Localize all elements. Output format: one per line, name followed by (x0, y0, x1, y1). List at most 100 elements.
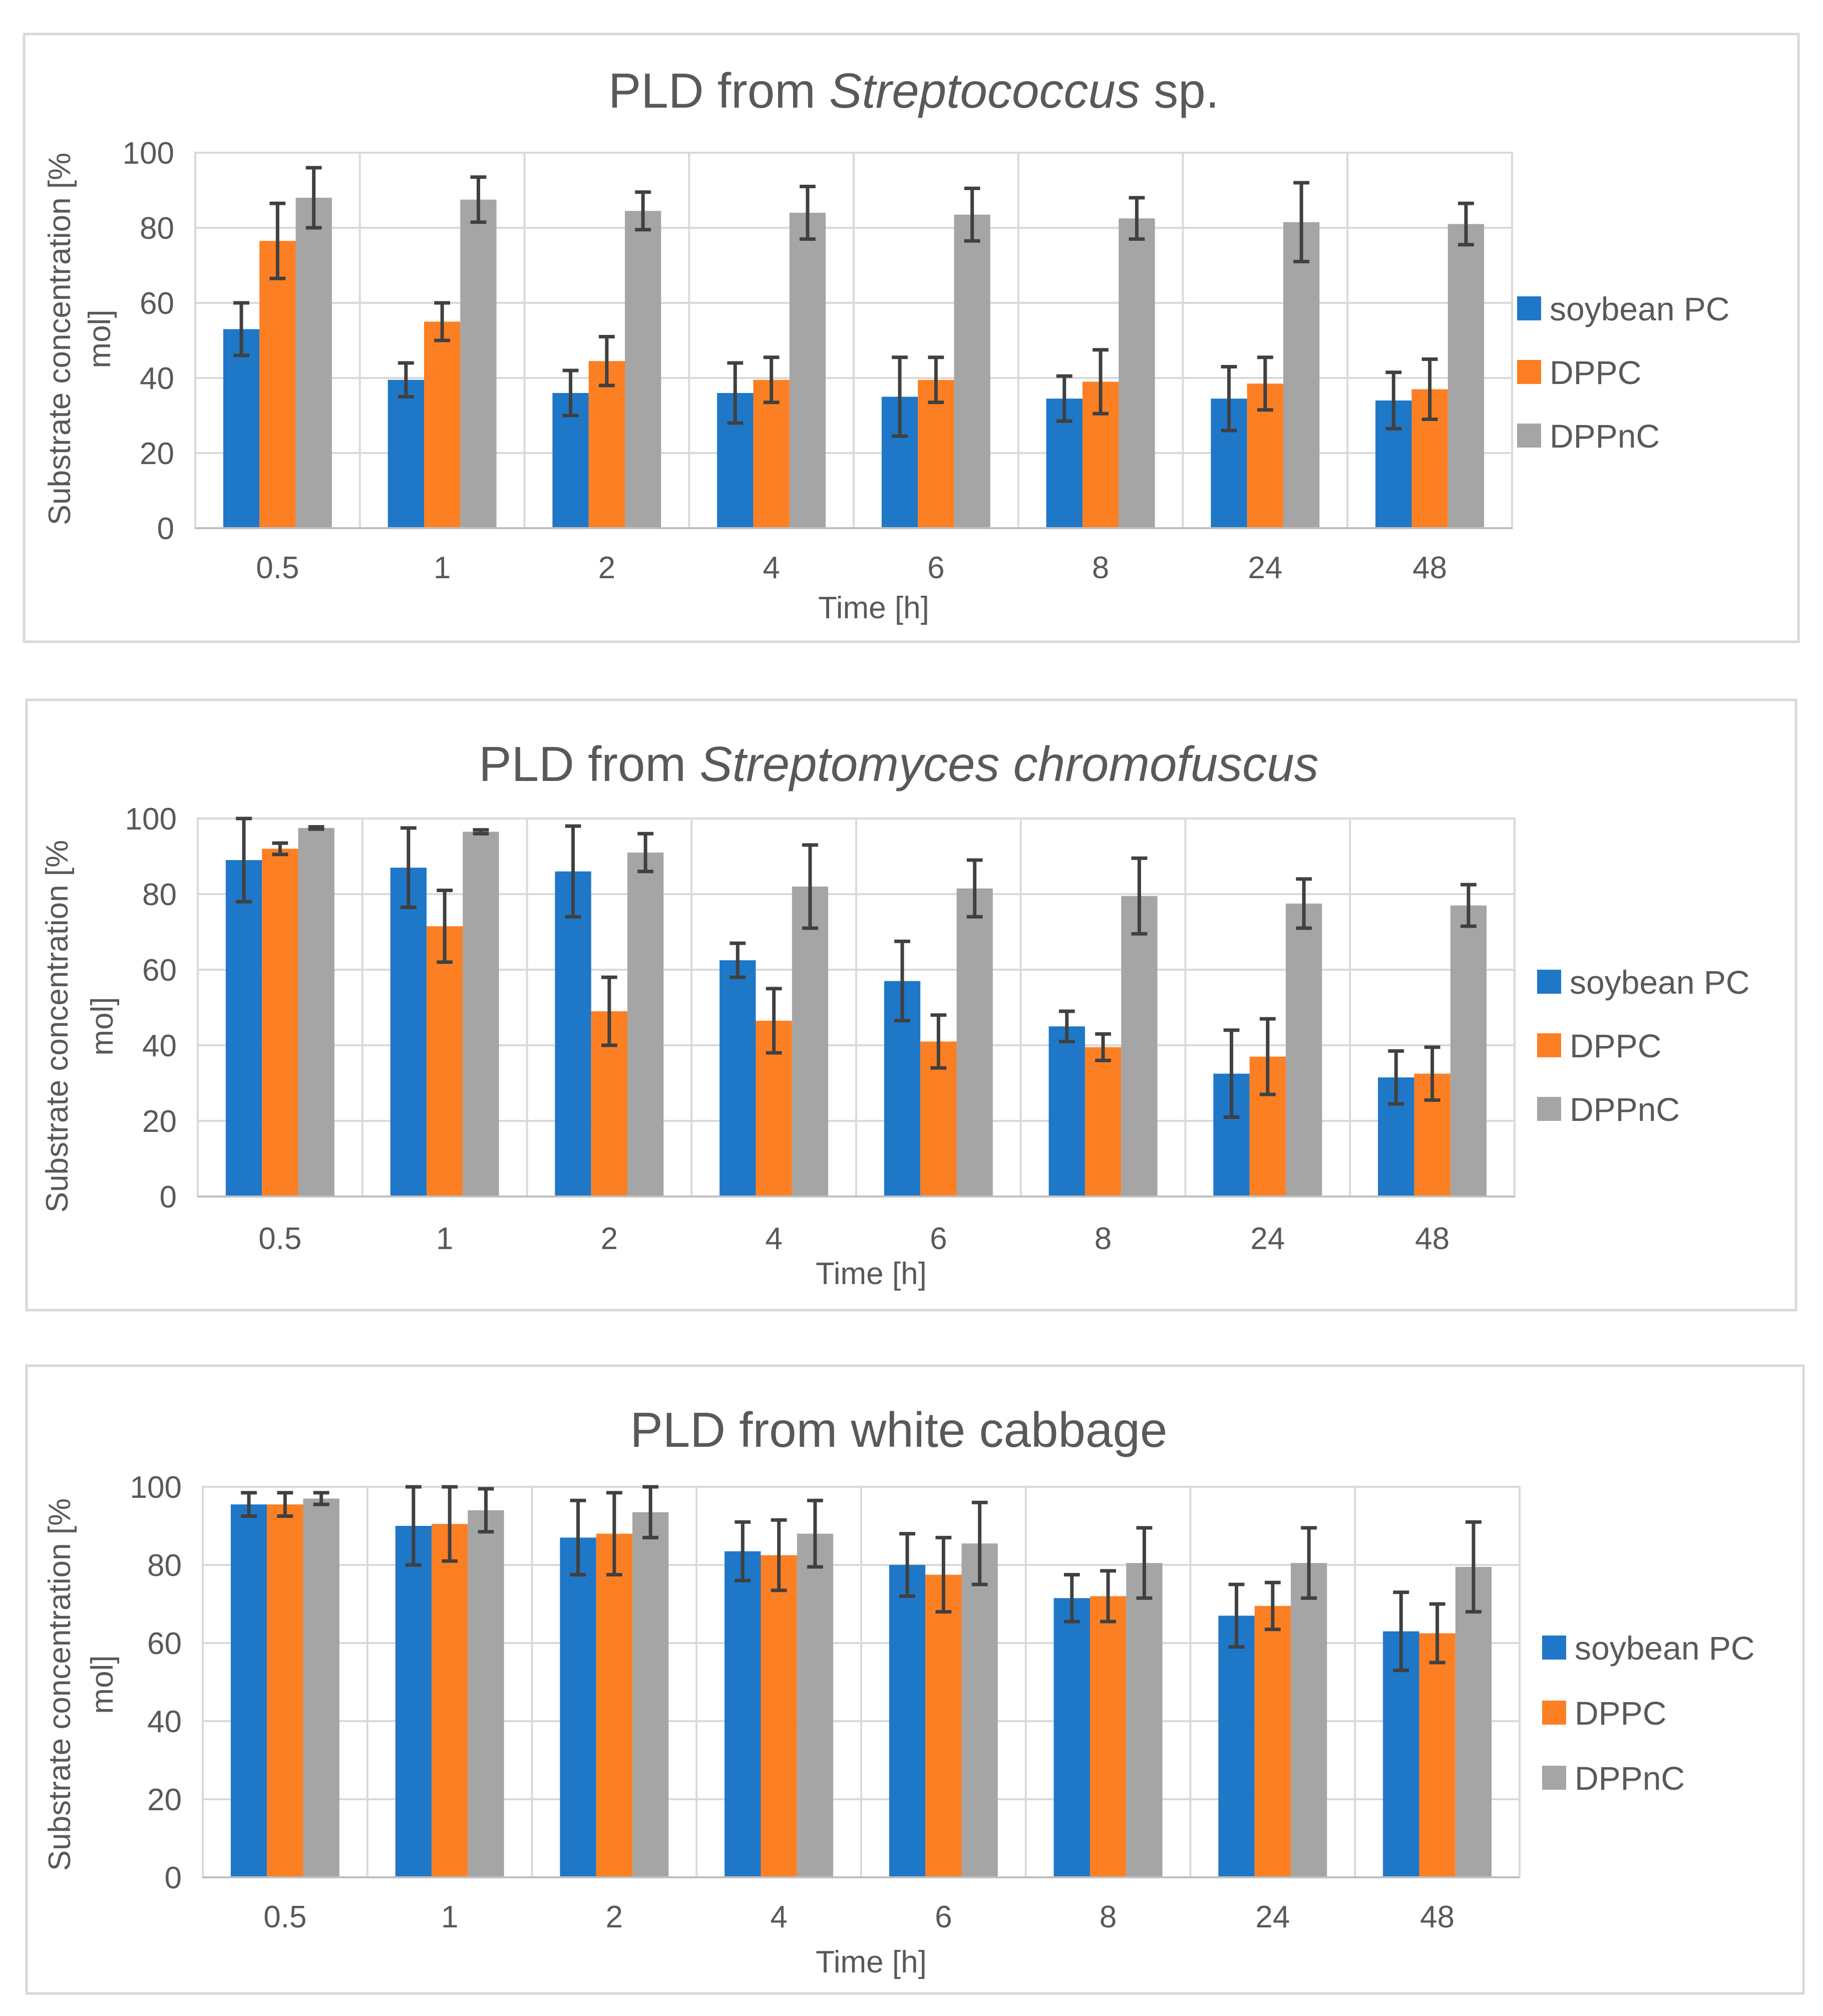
chart-1-svg: PLD from Streptococcus sp. 0 20 40 60 80 100 0.… (23, 33, 1800, 643)
chart-2-bar-dppnc-1 (463, 832, 499, 1196)
chart-3-error-bar-dppnc-0.5 (313, 1491, 329, 1506)
chart-2-error-bar-soybean-pc-24 (1223, 1028, 1240, 1119)
chart-1-xtick-label: 0.5 (256, 551, 299, 585)
chart-2-legend-swatch-dppc (1537, 1033, 1561, 1057)
chart-3-error-bar-dppnc-2 (642, 1485, 659, 1539)
chart-1-ytick-label: 80 (140, 211, 174, 246)
chart-2-bar-dppnc-48 (1450, 905, 1487, 1196)
chart-3-error-bar-dppnc-24 (1301, 1526, 1317, 1600)
chart-3-error-bar-soybean-pc-6 (899, 1532, 915, 1598)
chart-1-xtick-label: 1 (434, 551, 451, 585)
chart-1-error-bar-dppc-6 (928, 355, 944, 405)
chart-2-error-bar-dppc-8 (1095, 1032, 1112, 1062)
chart-3-ytick-label: 0 (165, 1861, 182, 1895)
chart-3-bar-dppc-6 (925, 1574, 962, 1877)
chart-3-ytick-label: 80 (147, 1548, 182, 1583)
chart-2-error-bar-dppnc-24 (1296, 877, 1312, 930)
chart-2-xtick-label: 8 (1095, 1222, 1112, 1256)
chart-3-bar-dppc-24 (1254, 1605, 1291, 1877)
chart-2-xtick-label: 24 (1250, 1222, 1285, 1256)
chart-1-error-bar-soybean-pc-48 (1385, 370, 1402, 431)
chart-1-bar-dppnc-1 (460, 199, 497, 528)
chart-2-error-bar-dppnc-48 (1461, 883, 1477, 928)
chart-1-bar-dppnc-4 (789, 213, 826, 528)
chart-1-bar-dppc-6 (918, 379, 954, 528)
chart-1-y-axis-title-line-1: Substrate concentration [% (43, 153, 77, 525)
chart-1-error-bar-soybean-pc-6 (892, 355, 908, 438)
chart-3-bar-dppnc-0.5 (303, 1498, 339, 1877)
chart-2-error-bar-soybean-pc-8 (1058, 1009, 1075, 1043)
chart-1-legend-label-soybean-pc: soybean PC (1550, 290, 1730, 327)
chart-1-title: PLD from Streptococcus sp. (608, 63, 1219, 118)
chart-3-bar-dppnc-6 (961, 1543, 998, 1877)
chart-3-error-bar-dppc-0.5 (277, 1491, 293, 1518)
chart-2-title: PLD from Streptomyces chromofuscus (479, 736, 1318, 791)
chart-3-bar-soybean-pc-0.5 (230, 1504, 267, 1877)
chart-1-title-part-2: sp. (1140, 63, 1219, 118)
chart-3-ytick-label: 40 (147, 1705, 182, 1739)
chart-2-ytick-label: 60 (142, 953, 177, 988)
chart-3-x-axis-title: Time [h] (816, 1945, 927, 1979)
chart-2-error-bar-soybean-pc-4 (730, 941, 746, 979)
chart-2-ytick-label: 80 (142, 878, 177, 912)
chart-1-error-bar-dppc-24 (1257, 355, 1273, 412)
chart-1-bar-dppnc-0.5 (295, 198, 332, 528)
chart-2-bar-soybean-pc-1 (390, 868, 427, 1196)
chart-3-error-bar-dppc-2 (606, 1491, 622, 1576)
chart-3-bar-soybean-pc-2 (560, 1537, 596, 1877)
chart-3-bar-soybean-pc-4 (724, 1551, 761, 1877)
chart-1-error-bar-dppc-8 (1092, 348, 1109, 416)
chart-3-bar-dppc-1 (431, 1524, 468, 1877)
chart-2-error-bar-dppc-48 (1424, 1045, 1440, 1102)
chart-3-y-axis-title-line-2: mol] (85, 1655, 120, 1714)
chart-1-error-bar-dppc-4 (763, 355, 780, 405)
chart-3-bar-dppc-2 (596, 1533, 633, 1877)
chart-2-legend-label-soybean-pc: soybean PC (1570, 964, 1750, 1001)
chart-1-error-bar-dppnc-2 (635, 190, 651, 232)
chart-3-error-bar-dppc-6 (935, 1535, 952, 1614)
chart-1-error-bar-dppnc-1 (470, 175, 487, 224)
chart-2-legend-label-dppc: DPPC (1570, 1027, 1661, 1064)
chart-1-bar-dppnc-48 (1447, 224, 1485, 528)
chart-2-legend-swatch-soybean-pc (1537, 970, 1561, 994)
chart-2-bar-dppc-8 (1084, 1047, 1122, 1196)
chart-2-error-bar-dppc-2 (601, 975, 617, 1047)
chart-2-error-bar-dppnc-1 (473, 828, 489, 836)
chart-3-error-bar-soybean-pc-0.5 (241, 1491, 257, 1518)
chart-3-legend-swatch-dppnc (1542, 1766, 1566, 1790)
chart-2-error-bar-soybean-pc-2 (565, 824, 581, 919)
chart-2-title-part-1: Streptomyces chromofuscus (699, 736, 1318, 791)
chart-2-bar-soybean-pc-4 (719, 960, 756, 1196)
chart-1-ytick-label: 0 (157, 512, 174, 546)
chart-2-xtick-label: 2 (601, 1222, 618, 1256)
chart-1-error-bar-dppc-48 (1421, 357, 1438, 421)
chart-1-bar-dppnc-6 (954, 214, 990, 528)
chart-1-x-axis-title: Time [h] (818, 591, 929, 625)
chart-3-legend-label-soybean-pc: soybean PC (1575, 1630, 1755, 1667)
chart-2-error-bar-dppnc-6 (966, 858, 983, 919)
chart-3-error-bar-dppnc-48 (1466, 1520, 1482, 1614)
chart-3-error-bar-dppc-8 (1100, 1569, 1117, 1624)
chart-2-bar-dppc-1 (426, 926, 463, 1196)
chart-3-bar-dppc-4 (761, 1555, 797, 1877)
chart-1-ytick-label: 100 (123, 136, 174, 171)
chart-2-bar-dppnc-2 (627, 852, 664, 1196)
chart-3-error-bar-soybean-pc-1 (405, 1485, 422, 1567)
chart-3-ytick-label: 60 (147, 1627, 182, 1661)
chart-2-bar-soybean-pc-2 (555, 871, 591, 1196)
chart-2-xtick-label: 6 (930, 1222, 947, 1256)
chart-2-error-bar-dppc-24 (1259, 1017, 1276, 1096)
chart-1-bar-dppc-0.5 (259, 241, 296, 528)
chart-2-error-bar-dppc-0.5 (272, 841, 288, 857)
chart-2-error-bar-dppnc-0.5 (308, 825, 324, 831)
chart-3-error-bar-dppc-4 (771, 1518, 787, 1592)
chart-2-error-bar-dppnc-4 (802, 843, 818, 930)
chart-2-y-axis-title-line-2: mol] (85, 997, 120, 1055)
chart-3-error-bar-dppnc-6 (971, 1500, 988, 1586)
chart-2-bar-dppnc-6 (956, 888, 993, 1196)
chart-3-error-bar-soybean-pc-8 (1063, 1573, 1080, 1624)
chart-3-bar-soybean-pc-24 (1218, 1616, 1255, 1877)
chart-1-error-bar-dppnc-8 (1129, 196, 1145, 241)
chart-3-legend-swatch-dppc (1542, 1701, 1566, 1725)
